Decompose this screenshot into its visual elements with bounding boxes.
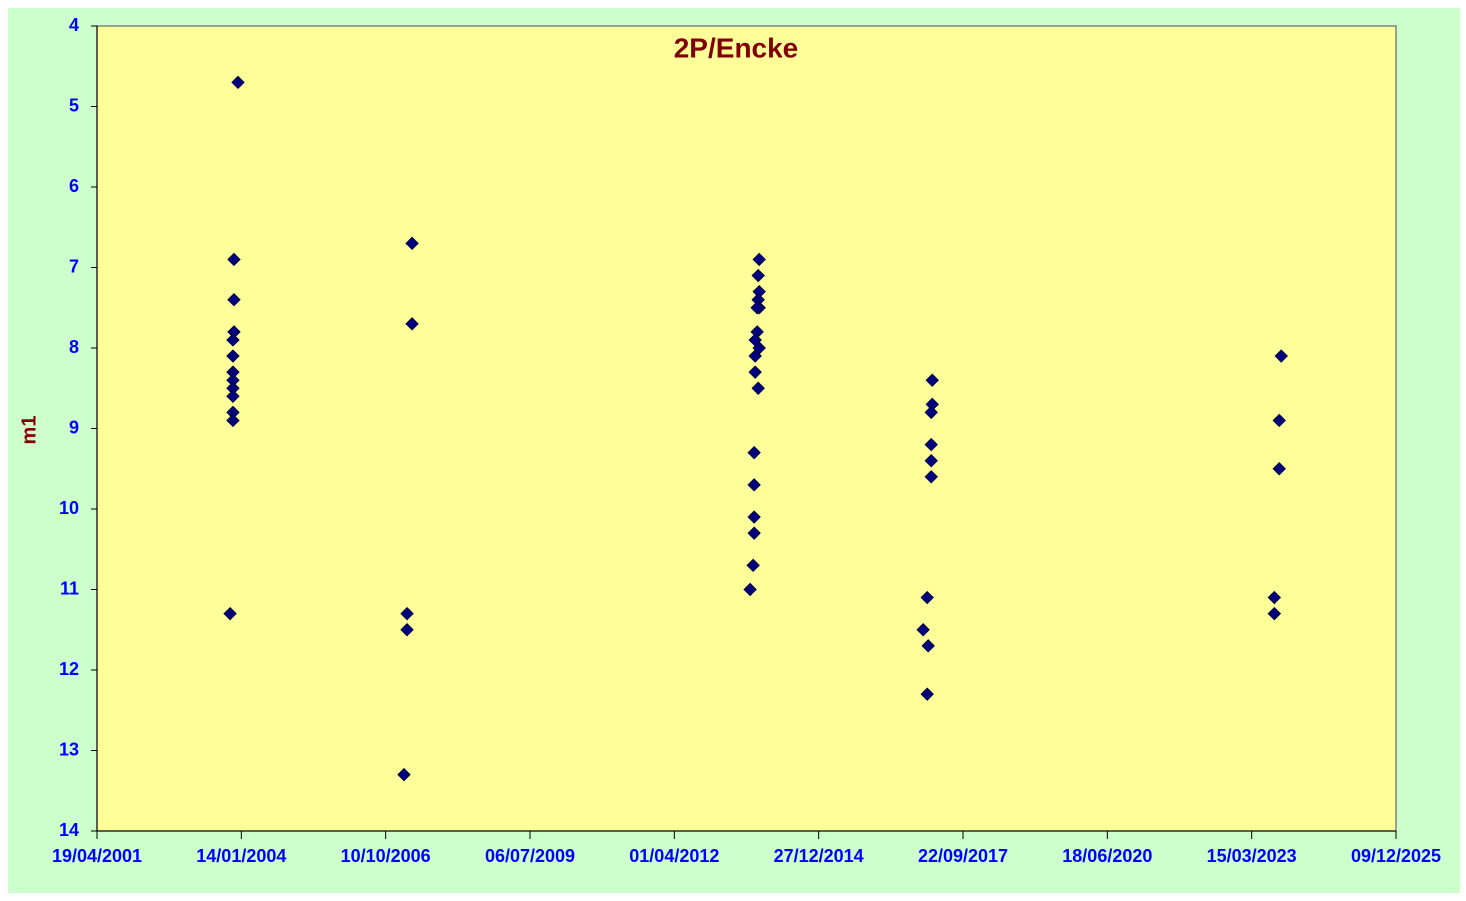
y-axis-label: m1 [18,416,40,445]
point [924,470,938,484]
y-tick-label: 6 [69,176,79,196]
point [920,590,934,605]
plot-area [96,25,1397,832]
x-tick-label: 18/06/2020 [1062,846,1152,866]
point [405,317,419,331]
point [1267,606,1282,621]
x-tick-label: 10/10/2006 [341,846,431,866]
x-tick-label: 27/12/2014 [774,846,864,866]
point [1272,413,1286,428]
y-tick-label: 8 [69,337,79,357]
point [226,349,240,363]
point [924,453,938,468]
y-tick-label: 9 [69,417,79,437]
x-tick-label: 19/04/2001 [52,846,142,866]
point [752,252,766,267]
point [1274,349,1288,363]
point [1272,462,1286,476]
point [924,437,938,452]
x-tick-label: 09/12/2025 [1351,846,1441,866]
point [924,405,938,420]
y-tick-label: 10 [59,498,79,518]
point [743,582,757,597]
point [1267,590,1282,605]
point [748,349,762,363]
point [916,623,930,637]
y-tick-label: 11 [60,578,79,598]
x-tick-label: 01/04/2012 [629,846,719,866]
point [920,687,934,701]
point [226,333,240,347]
point [751,268,765,283]
point [746,558,760,573]
point [747,510,761,524]
y-tick-label: 14 [59,820,79,840]
point [751,381,765,395]
point [921,639,935,653]
x-tick-label: 14/01/2004 [196,846,286,866]
y-tick-label: 12 [59,659,79,679]
point [397,767,411,782]
x-tick-label: 06/07/2009 [485,846,575,866]
point [750,301,764,315]
point [223,606,237,621]
point [226,413,240,428]
point [400,606,414,621]
point [226,389,240,404]
y-tick-label: 4 [69,15,79,35]
point [231,75,245,90]
x-tick-label: 15/03/2023 [1207,846,1297,866]
y-tick-label: 13 [59,739,79,759]
point [925,373,939,387]
x-tick-label: 22/09/2017 [918,846,1008,866]
y-tick-label: 7 [69,256,79,276]
point [400,623,414,637]
point [227,252,241,267]
point [747,445,761,460]
point [747,526,761,540]
point [748,365,762,379]
y-tick-label: 5 [69,95,79,115]
chart-title: 2P/Encke [674,32,799,63]
point [227,292,241,307]
point [405,236,419,251]
point [747,478,761,492]
